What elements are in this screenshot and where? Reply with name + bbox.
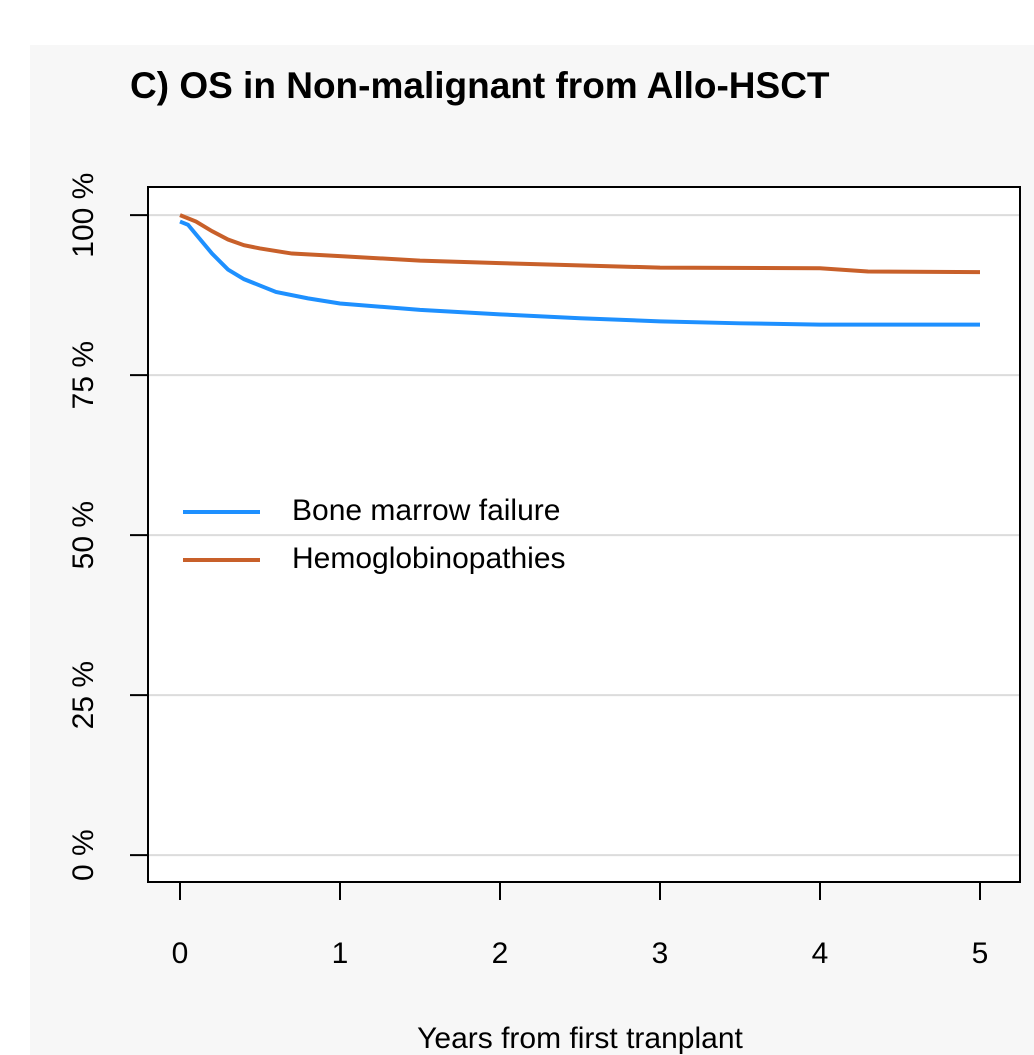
x-tick-label: 4	[812, 937, 829, 970]
legend-label: Hemoglobinopathies	[292, 542, 566, 575]
chart-title: C) OS in Non-malignant from Allo-HSCT	[130, 65, 830, 106]
x-tick-label: 2	[492, 937, 509, 970]
x-tick-label: 5	[972, 937, 989, 970]
x-axis-label: Years from first tranplant	[417, 1022, 743, 1055]
line-series	[179, 219, 980, 327]
plot-border	[147, 186, 1021, 883]
y-tick-label: 50 %	[67, 501, 100, 569]
legend-label: Bone marrow failure	[292, 494, 560, 527]
x-tick-label: 3	[652, 937, 669, 970]
y-tick-label: 100 %	[67, 173, 100, 258]
x-tick-label: 0	[172, 937, 189, 970]
y-tick-label: 75 %	[67, 341, 100, 409]
line-series	[179, 213, 981, 275]
y-tick-label: 0 %	[67, 829, 100, 881]
x-tick-label: 1	[332, 937, 349, 970]
y-tick-label: 25 %	[67, 661, 100, 729]
